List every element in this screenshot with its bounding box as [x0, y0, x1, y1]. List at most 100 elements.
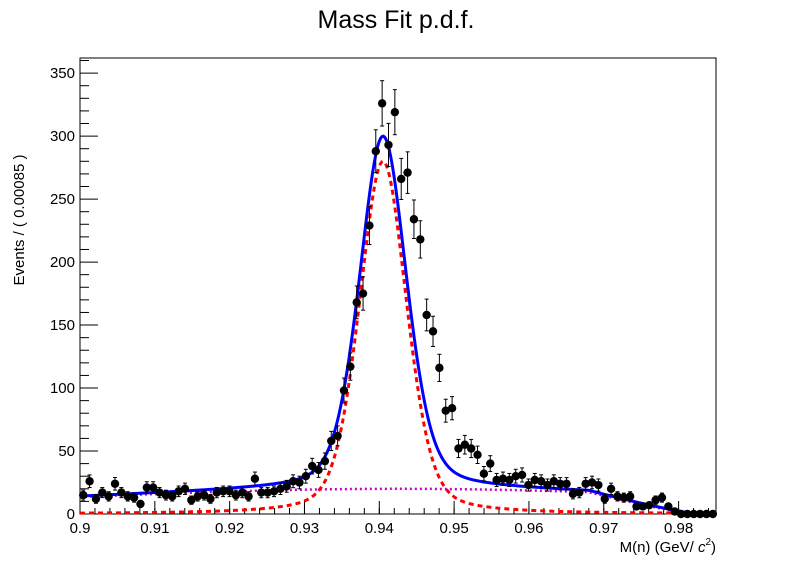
- data-point: [530, 475, 539, 485]
- data-point: [670, 507, 679, 516]
- data-point: [206, 494, 215, 504]
- data-point: [136, 499, 145, 509]
- data-point: [524, 480, 533, 490]
- data-point: [460, 440, 470, 449]
- data-point: [269, 487, 279, 496]
- data-point: [333, 431, 342, 441]
- data-point: [390, 107, 400, 117]
- data-point: [517, 470, 527, 480]
- data-point: [98, 488, 107, 497]
- data-point: [632, 502, 641, 511]
- x-axis-label-main: M(n) (GeV/: [620, 539, 698, 556]
- data-point: [276, 484, 285, 494]
- data-point: [587, 478, 597, 487]
- y-tick-label: 350: [50, 65, 75, 82]
- data-point: [346, 362, 355, 371]
- x-axis-label-close: ): [711, 539, 716, 556]
- data-point: [549, 477, 559, 486]
- data-point: [676, 509, 686, 519]
- data-point: [288, 477, 298, 486]
- data-point: [155, 488, 164, 497]
- x-tick-label: 0.98: [664, 520, 693, 537]
- data-point: [212, 488, 221, 497]
- data-point: [600, 494, 609, 504]
- data-point: [104, 492, 113, 501]
- data-point: [129, 493, 139, 502]
- data-point: [238, 488, 247, 497]
- data-point: [556, 479, 565, 488]
- data-point: [492, 475, 501, 485]
- data-point: [619, 493, 629, 502]
- x-tick-label: 0.94: [365, 520, 394, 537]
- data-point: [352, 298, 361, 307]
- data-point: [594, 480, 603, 490]
- data-point: [498, 474, 508, 483]
- data-point: [428, 327, 438, 336]
- data-point: [187, 495, 196, 505]
- x-tick-label: 0.9: [70, 520, 91, 537]
- data-point: [422, 310, 431, 320]
- data-point: [174, 487, 183, 496]
- data-point: [683, 509, 692, 519]
- data-point: [689, 509, 698, 519]
- y-tick-label: 0: [67, 506, 75, 523]
- data-point: [447, 403, 457, 413]
- data-point: [320, 456, 330, 466]
- y-axis-label: Events / ( 0.00085 ): [11, 155, 28, 286]
- data-point: [702, 509, 711, 519]
- data-point: [225, 487, 234, 496]
- data-point: [244, 492, 253, 501]
- data-point: [193, 492, 202, 501]
- data-point: [581, 479, 590, 488]
- data-point: [250, 474, 260, 483]
- data-point: [416, 235, 425, 244]
- data-point: [466, 444, 476, 453]
- data-point: [651, 495, 660, 505]
- data-point: [142, 483, 152, 492]
- data-point: [454, 444, 463, 453]
- data-point: [282, 482, 291, 491]
- data-point: [708, 509, 718, 519]
- x-axis-label: M(n) (GeV/ c2): [620, 537, 716, 556]
- data-point: [606, 484, 616, 494]
- y-tick-label: 100: [50, 380, 75, 397]
- data-point: [180, 484, 190, 494]
- data-point: [377, 99, 387, 108]
- signal-fit-curve: [79, 159, 690, 515]
- data-point: [91, 494, 101, 504]
- data-point: [161, 490, 171, 500]
- data-point: [403, 168, 412, 177]
- data-point: [307, 461, 317, 471]
- data-point: [365, 221, 374, 230]
- data-point: [117, 488, 126, 497]
- data-point: [435, 363, 444, 373]
- data-point: [397, 174, 406, 184]
- data-point: [562, 479, 571, 488]
- x-tick-label: 0.96: [514, 520, 543, 537]
- data-point: [664, 502, 673, 511]
- data-point: [257, 488, 266, 497]
- data-point: [79, 490, 88, 500]
- x-axis-label-sup: 2: [705, 537, 711, 548]
- data-point: [568, 489, 578, 499]
- data-point: [384, 140, 393, 150]
- x-axis-label-c: c: [698, 539, 706, 556]
- data-point: [657, 493, 667, 502]
- data-point: [327, 436, 336, 446]
- data-point: [110, 479, 120, 488]
- data-point: [645, 500, 654, 510]
- data-point: [85, 477, 94, 486]
- data-point: [409, 215, 419, 224]
- data-point: [613, 492, 622, 501]
- data-point: [168, 492, 177, 501]
- data-point: [263, 488, 272, 497]
- data-point: [123, 492, 132, 501]
- data-point: [314, 465, 323, 475]
- data-point: [339, 386, 349, 395]
- x-tick-label: 0.91: [140, 520, 169, 537]
- y-tick-label: 50: [58, 443, 75, 460]
- y-tick-label: 150: [50, 317, 75, 334]
- y-tick-label: 200: [50, 254, 75, 271]
